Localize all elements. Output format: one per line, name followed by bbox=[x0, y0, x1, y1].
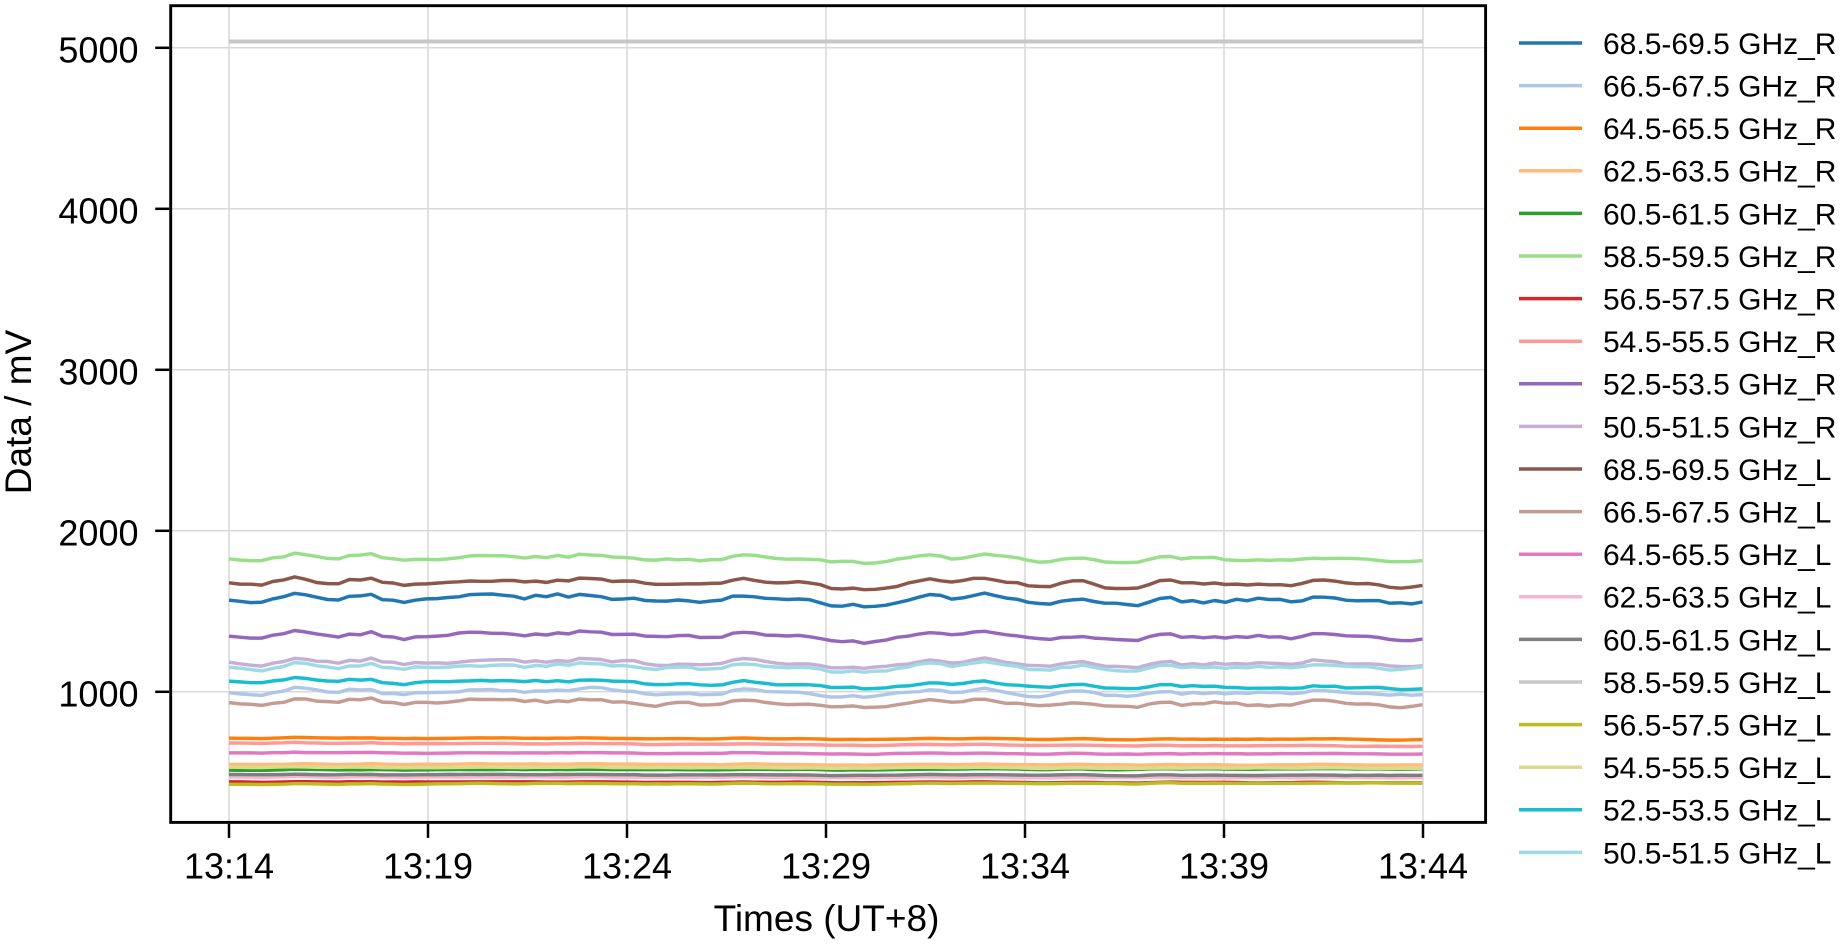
svg-text:66.5-67.5 GHz_L: 66.5-67.5 GHz_L bbox=[1603, 497, 1831, 530]
svg-text:64.5-65.5 GHz_R: 64.5-65.5 GHz_R bbox=[1603, 113, 1836, 146]
svg-text:56.5-57.5 GHz_L: 56.5-57.5 GHz_L bbox=[1603, 710, 1831, 743]
svg-text:64.5-65.5 GHz_L: 64.5-65.5 GHz_L bbox=[1603, 539, 1831, 572]
svg-text:54.5-55.5 GHz_L: 54.5-55.5 GHz_L bbox=[1603, 752, 1831, 785]
svg-text:62.5-63.5 GHz_L: 62.5-63.5 GHz_L bbox=[1603, 582, 1831, 615]
svg-text:52.5-53.5 GHz_R: 52.5-53.5 GHz_R bbox=[1603, 369, 1836, 402]
svg-text:52.5-53.5 GHz_L: 52.5-53.5 GHz_L bbox=[1603, 795, 1831, 828]
svg-text:5000: 5000 bbox=[58, 30, 138, 71]
svg-text:68.5-69.5 GHz_R: 68.5-69.5 GHz_R bbox=[1603, 28, 1836, 61]
svg-text:4000: 4000 bbox=[58, 191, 138, 232]
svg-text:58.5-59.5 GHz_R: 58.5-59.5 GHz_R bbox=[1603, 241, 1836, 274]
svg-text:60.5-61.5 GHz_R: 60.5-61.5 GHz_R bbox=[1603, 198, 1836, 231]
svg-text:13:44: 13:44 bbox=[1378, 846, 1468, 887]
svg-text:13:19: 13:19 bbox=[383, 846, 473, 887]
svg-text:56.5-57.5 GHz_R: 56.5-57.5 GHz_R bbox=[1603, 284, 1836, 317]
svg-text:2000: 2000 bbox=[58, 513, 138, 554]
svg-text:13:29: 13:29 bbox=[781, 846, 871, 887]
svg-text:3000: 3000 bbox=[58, 352, 138, 393]
svg-text:50.5-51.5 GHz_L: 50.5-51.5 GHz_L bbox=[1603, 837, 1831, 870]
svg-text:62.5-63.5 GHz_R: 62.5-63.5 GHz_R bbox=[1603, 156, 1836, 189]
svg-text:60.5-61.5 GHz_L: 60.5-61.5 GHz_L bbox=[1603, 624, 1831, 657]
svg-text:13:34: 13:34 bbox=[980, 846, 1070, 887]
svg-text:66.5-67.5 GHz_R: 66.5-67.5 GHz_R bbox=[1603, 71, 1836, 104]
svg-text:54.5-55.5 GHz_R: 54.5-55.5 GHz_R bbox=[1603, 326, 1836, 359]
svg-text:Data / mV: Data / mV bbox=[0, 329, 39, 494]
svg-text:58.5-59.5 GHz_L: 58.5-59.5 GHz_L bbox=[1603, 667, 1831, 700]
svg-text:68.5-69.5 GHz_L: 68.5-69.5 GHz_L bbox=[1603, 454, 1831, 487]
svg-text:13:14: 13:14 bbox=[184, 846, 274, 887]
svg-text:1000: 1000 bbox=[58, 674, 138, 715]
svg-text:50.5-51.5 GHz_R: 50.5-51.5 GHz_R bbox=[1603, 411, 1836, 444]
svg-text:13:24: 13:24 bbox=[582, 846, 672, 887]
svg-text:Times (UT+8): Times (UT+8) bbox=[714, 898, 940, 939]
svg-text:13:39: 13:39 bbox=[1179, 846, 1269, 887]
